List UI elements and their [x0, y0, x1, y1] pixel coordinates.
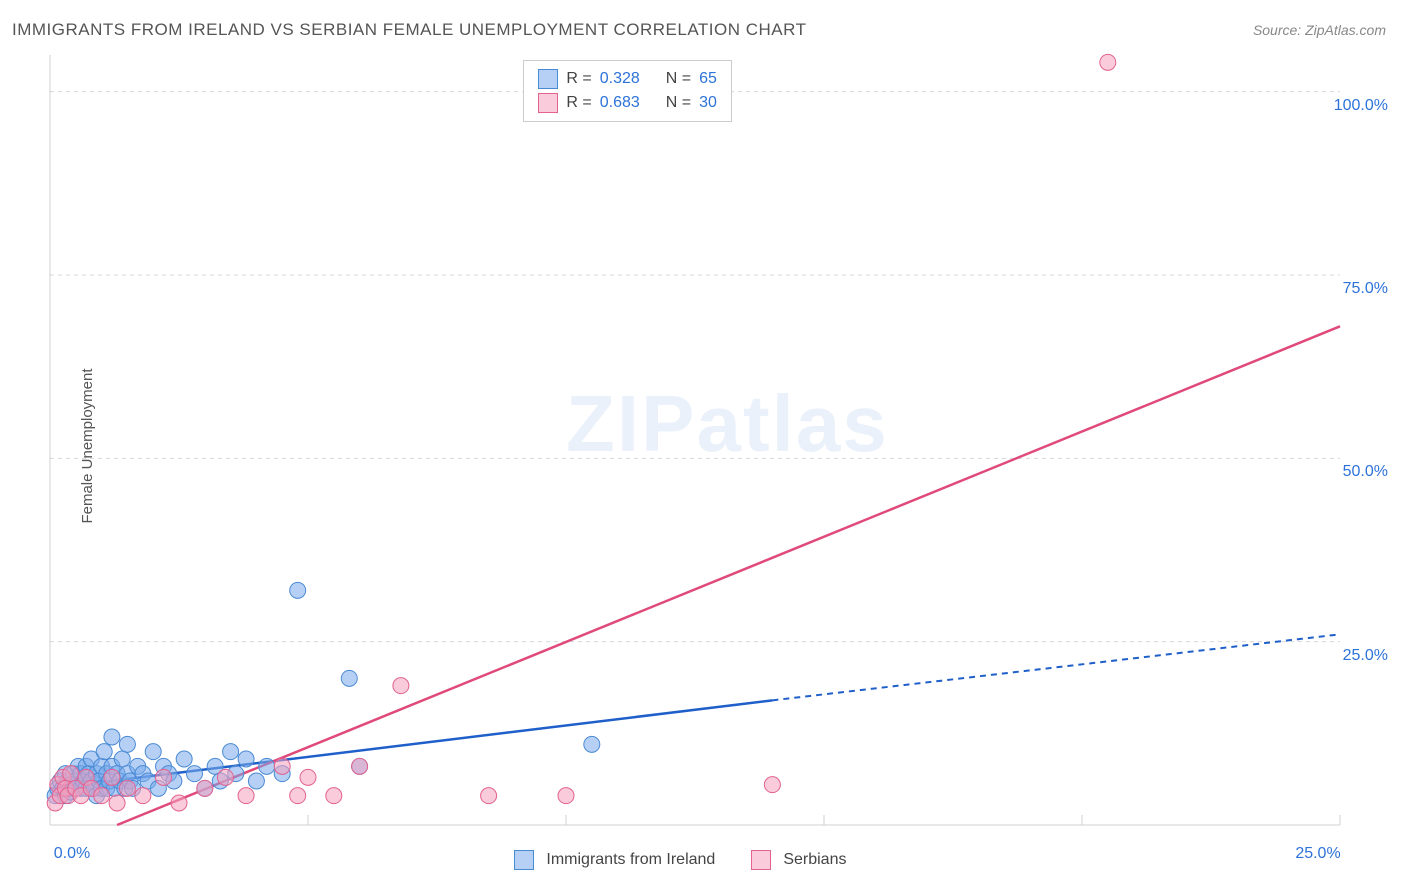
legend-series-label: Immigrants from Ireland [546, 851, 715, 869]
legend-series: Immigrants from Ireland Serbians [514, 850, 870, 870]
legend-stat-row: R = 0.328 N = 65 [538, 67, 717, 91]
x-tick-label: 25.0% [1295, 845, 1340, 863]
legend-r-label: R = [566, 94, 591, 112]
legend-n-value: 65 [699, 70, 717, 88]
legend-swatch [538, 93, 558, 113]
scatter-plot [0, 0, 1406, 892]
legend-swatch [538, 69, 558, 89]
legend-r-value: 0.328 [600, 70, 640, 88]
y-tick-label: 25.0% [1343, 647, 1388, 665]
legend-n-label: N = [666, 70, 691, 88]
legend-swatch [514, 850, 534, 870]
legend-n-value: 30 [699, 94, 717, 112]
y-tick-label: 50.0% [1343, 463, 1388, 481]
legend-stat-row: R = 0.683 N = 30 [538, 91, 717, 115]
y-tick-label: 75.0% [1343, 280, 1388, 298]
chart-container: IMMIGRANTS FROM IRELAND VS SERBIAN FEMAL… [0, 0, 1406, 892]
x-tick-label: 0.0% [54, 845, 90, 863]
legend-stats: R = 0.328 N = 65 R = 0.683 N = 30 [523, 60, 732, 122]
legend-r-label: R = [566, 70, 591, 88]
legend-n-label: N = [666, 94, 691, 112]
legend-swatch [751, 850, 771, 870]
y-tick-label: 100.0% [1334, 97, 1388, 115]
legend-series-label: Serbians [783, 851, 846, 869]
legend-r-value: 0.683 [600, 94, 640, 112]
